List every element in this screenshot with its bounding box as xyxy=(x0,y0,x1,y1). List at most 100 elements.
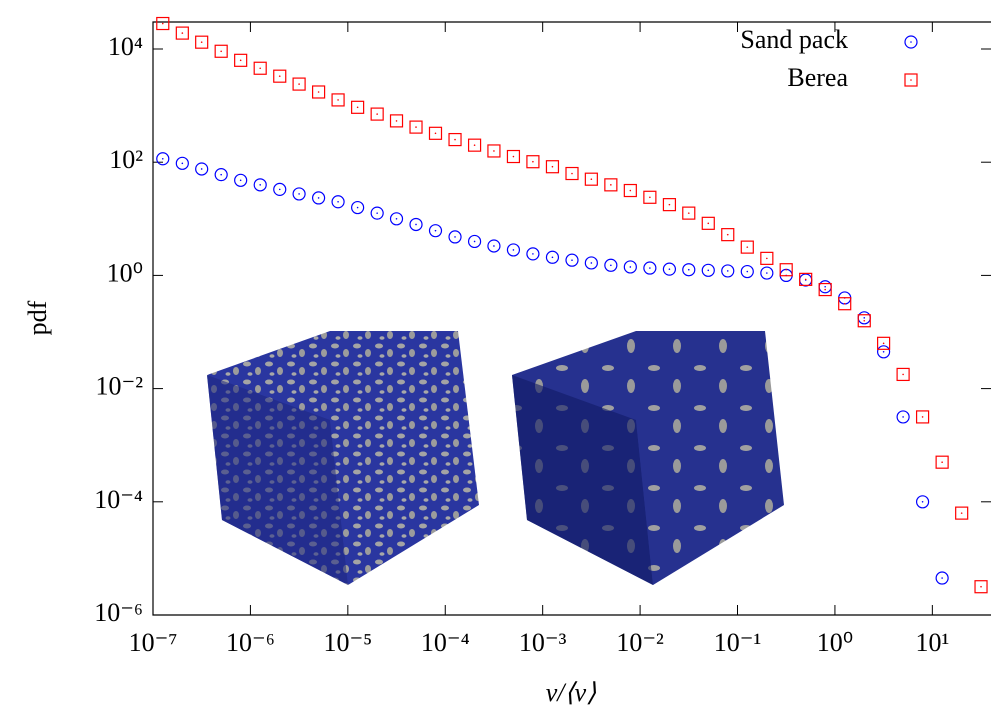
data-point xyxy=(428,224,443,238)
data-point xyxy=(487,144,501,158)
data-point xyxy=(273,182,287,196)
data-point-dot xyxy=(415,126,417,128)
data-point xyxy=(565,253,579,267)
data-point xyxy=(740,240,754,254)
data-point xyxy=(896,367,910,382)
data-point xyxy=(156,16,170,31)
data-point-dot xyxy=(726,270,729,272)
data-point xyxy=(370,206,384,220)
data-point-dot xyxy=(629,189,632,192)
data-point-dot xyxy=(785,268,787,271)
data-point xyxy=(506,149,521,164)
data-point-dot xyxy=(980,585,982,588)
data-point-dot xyxy=(181,162,184,165)
data-point-dot xyxy=(707,222,710,225)
x-tick-label: 10⁻⁵ xyxy=(323,628,372,657)
data-point-dot xyxy=(356,106,359,109)
data-point-dot xyxy=(376,113,378,115)
data-point xyxy=(857,314,871,328)
data-point xyxy=(935,571,949,585)
data-point xyxy=(779,263,793,277)
data-point-dot xyxy=(298,193,300,195)
data-point-dot xyxy=(590,178,593,180)
data-point-dot xyxy=(239,179,242,182)
data-point xyxy=(584,256,598,270)
x-tick-label: 10¹ xyxy=(915,628,949,657)
data-point-dot xyxy=(200,41,203,43)
data-point xyxy=(175,26,189,40)
data-point xyxy=(955,506,969,520)
data-point-dot xyxy=(337,99,339,101)
legend-label: Berea xyxy=(787,63,848,92)
data-point xyxy=(428,126,443,140)
data-point-dot xyxy=(902,416,904,418)
data-point xyxy=(487,239,501,253)
data-point xyxy=(545,250,560,264)
data-point-dot xyxy=(610,184,612,186)
data-point-dot xyxy=(668,203,671,206)
data-point-dot xyxy=(278,188,281,191)
data-point xyxy=(915,410,930,424)
data-point xyxy=(877,336,891,350)
data-point xyxy=(351,200,365,215)
data-point-dot xyxy=(473,144,476,146)
data-point xyxy=(604,178,618,192)
data-point-dot xyxy=(649,196,651,199)
data-point xyxy=(662,262,677,276)
data-point-dot xyxy=(960,512,963,514)
data-point-dot xyxy=(376,212,378,214)
data-point xyxy=(526,247,540,261)
data-point xyxy=(214,168,228,182)
data-point-dot xyxy=(161,22,164,25)
data-point xyxy=(448,230,462,244)
y-tick-label: 10⁻⁶ xyxy=(94,598,143,627)
data-point-dot xyxy=(239,59,242,62)
data-point xyxy=(604,258,618,272)
data-point xyxy=(721,228,735,242)
x-axis-label: v/⟨v⟩ xyxy=(546,678,597,707)
data-point xyxy=(506,243,521,257)
data-point xyxy=(896,410,910,424)
data-point-dot xyxy=(746,246,749,248)
data-point xyxy=(311,85,326,99)
data-point-dot xyxy=(707,269,710,272)
data-point-dot xyxy=(551,256,554,259)
data-point-dot xyxy=(804,278,807,281)
data-point-dot xyxy=(161,157,164,160)
data-point-dot xyxy=(571,259,573,261)
data-point-dot xyxy=(766,272,768,274)
data-point xyxy=(389,212,404,226)
sandpack-cube-image xyxy=(207,331,479,585)
data-point xyxy=(253,61,267,75)
data-point-dot xyxy=(415,223,417,226)
x-tick-label: 10⁻³ xyxy=(519,628,567,657)
data-point-dot xyxy=(434,132,437,135)
data-point-dot xyxy=(824,285,826,288)
data-point-dot xyxy=(512,249,515,251)
y-tick-label: 10⁴ xyxy=(108,32,143,61)
data-point xyxy=(351,100,365,114)
x-tick-label: 10⁻⁴ xyxy=(421,628,470,657)
y-tick-label: 10⁰ xyxy=(107,258,143,287)
data-point xyxy=(643,190,657,204)
data-point xyxy=(623,183,637,198)
data-point xyxy=(292,187,306,201)
data-point-dot xyxy=(921,501,924,503)
data-point-dot xyxy=(454,236,456,238)
data-point xyxy=(701,263,715,277)
data-point-dot xyxy=(921,416,924,418)
data-point xyxy=(234,53,248,67)
data-point xyxy=(584,172,598,186)
data-point xyxy=(370,107,384,121)
data-point xyxy=(195,35,209,49)
data-point-dot xyxy=(395,120,398,122)
data-point-dot xyxy=(863,319,866,322)
data-point xyxy=(389,114,404,128)
data-point xyxy=(467,234,482,249)
data-point-dot xyxy=(337,200,339,203)
data-point-dot xyxy=(317,91,320,93)
data-point xyxy=(643,261,657,275)
x-tick-label: 10⁰ xyxy=(817,628,853,657)
data-point-dot xyxy=(278,75,281,77)
